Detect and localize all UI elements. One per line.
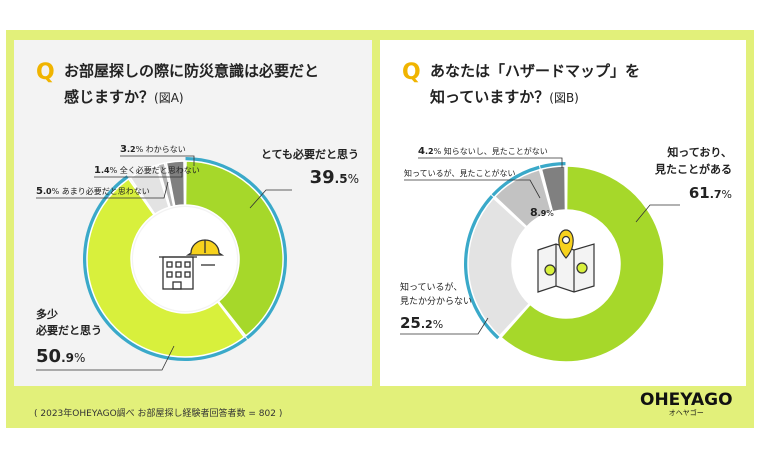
- label-b-1-name2: 見たか分からない: [400, 296, 472, 307]
- label-a-2: 5.0% あまり必要だと思わない: [36, 186, 150, 197]
- leader-b-1: [400, 317, 489, 335]
- infographic-frame: Q お部屋探しの際に防災意識は必要だと 感じますか？(図A) とても必要だと思う…: [6, 30, 754, 428]
- slice-a-0: [184, 160, 284, 337]
- figure-label-a: (図A): [154, 91, 184, 105]
- label-a-4: 3.2% わからない: [120, 144, 186, 155]
- leader-b-3: [418, 157, 563, 168]
- leader-a-0: [249, 189, 292, 209]
- donut-chart-b: 知っており、見たことがある 61.7% 知っているが、見たか分からない 25.2% 8.…: [400, 145, 732, 363]
- logo-wordmark: OHEYAGO: [640, 390, 733, 410]
- panel-figure-b: Q あなたは「ハザードマップ」を 知っていますか？(図B) 知っており、見たこと…: [380, 40, 746, 386]
- question-mark-a: Q: [36, 60, 55, 85]
- slice-b-3: [540, 165, 567, 213]
- label-b-0-name1: 知っており、: [666, 145, 732, 159]
- leader-a-1: [36, 345, 175, 371]
- question-line1-a: お部屋探しの際に防災意識は必要だと: [64, 62, 320, 80]
- slice-b-1: [467, 197, 531, 338]
- label-a-0-value: 39.5%: [310, 167, 359, 188]
- question-line2-a: 感じますか？: [64, 88, 155, 106]
- label-b-0-name2: 見たことがある: [654, 162, 732, 176]
- label-b-1-value: 25.2%: [400, 314, 443, 332]
- label-a-1-name2: 必要だと思う: [35, 323, 102, 337]
- figure-label-b: (図B): [549, 91, 579, 105]
- panel-figure-a: Q お部屋探しの際に防災意識は必要だと 感じますか？(図A) とても必要だと思う…: [14, 40, 372, 386]
- question-mark-b: Q: [402, 60, 421, 85]
- label-b-2-value: 8.9%: [530, 206, 554, 219]
- building-helmet-icon: [159, 239, 225, 290]
- slice-a-1: [86, 177, 246, 358]
- oheyago-logo: OHEYAGO オヘヤゴー: [640, 390, 733, 418]
- slice-a-3: [157, 162, 175, 209]
- donut-center-a: [133, 207, 237, 311]
- label-b-2-name: 知っているが、見たことがない: [404, 168, 515, 178]
- slice-b-2: [493, 168, 553, 228]
- logo-subtext: オヘヤゴー: [668, 409, 704, 417]
- label-b-0-value: 61.7%: [689, 184, 732, 202]
- leader-b-0: [635, 204, 680, 223]
- label-a-1-name1: 多少: [36, 307, 58, 321]
- leader-b-2: [404, 179, 541, 199]
- label-b-3: 4.2% 知らないし、見たことがない: [418, 146, 548, 157]
- question-line1-b: あなたは「ハザードマップ」を: [430, 62, 641, 80]
- leader-a-2: [36, 181, 169, 199]
- slice-a-2: [129, 164, 171, 216]
- slice-a-4: [165, 160, 186, 207]
- hazard-map-icon: [537, 229, 595, 293]
- question-line2-b: 知っていますか？: [430, 88, 550, 106]
- label-b-1-name1: 知っているが、: [400, 281, 462, 293]
- survey-note: ( 2023年OHEYAGO調べ お部屋探し経験者回答者数 = 802 ): [34, 409, 283, 419]
- leader-a-3: [94, 168, 183, 178]
- slice-b-0: [499, 165, 665, 363]
- leader-a-4: [120, 155, 195, 166]
- question-title-a: お部屋探しの際に防災意識は必要だと 感じますか？(図A): [64, 58, 319, 111]
- label-a-0-name: とても必要だと思う: [261, 147, 359, 161]
- label-a-1-value: 50.9%: [36, 346, 85, 367]
- question-title-b: あなたは「ハザードマップ」を 知っていますか？(図B): [430, 58, 640, 111]
- label-a-3: 1.4% 全く必要だと思わない: [94, 165, 200, 176]
